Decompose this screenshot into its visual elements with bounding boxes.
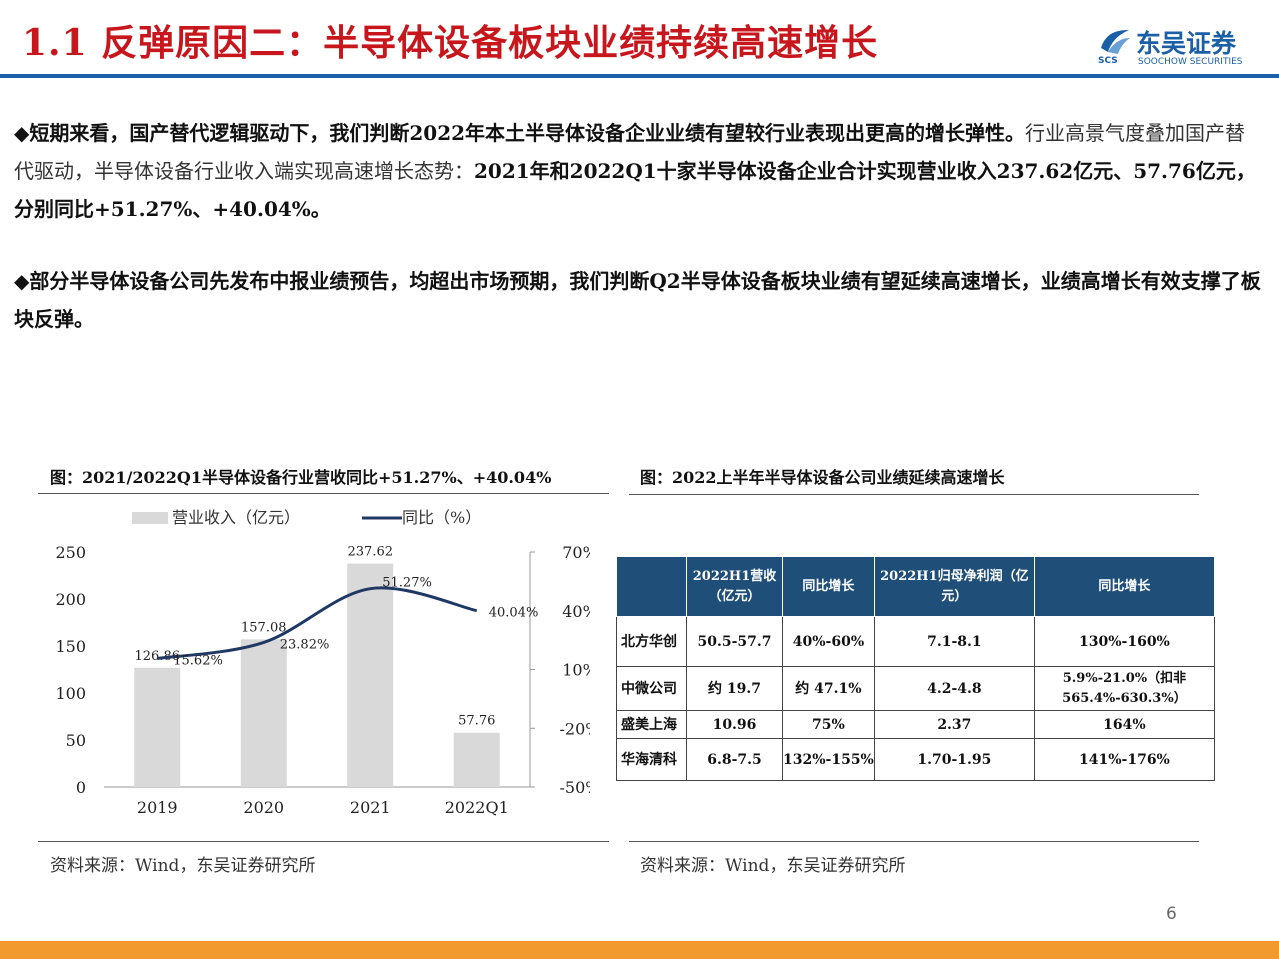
left-axis-tick-label: 250 — [55, 543, 86, 562]
legend-bar-label: 营业收入（亿元） — [172, 508, 300, 527]
paragraph-midyear-forecast: ◆部分半导体设备公司先发布中报业绩预告，均超出市场预期，我们判断Q2半导体设备板… — [14, 262, 1264, 338]
line-value-label: 40.04% — [489, 606, 539, 621]
x-axis-category-label: 2019 — [137, 798, 178, 817]
yoy-growth-line — [157, 586, 478, 660]
company-logo: 东吴证券 SCS SOOCHOW SECURITIES — [1098, 24, 1268, 70]
net-profit-cell: 2.37 — [873, 710, 1035, 739]
right-axis-tick-label: 10% — [562, 661, 590, 680]
line-value-label: 23.82% — [280, 637, 330, 652]
table-header-row: 2022H1营收（亿元） 同比增长 2022H1归母净利润（亿元） 同比增长 — [616, 556, 1216, 617]
left-axis-tick-label: 0 — [76, 778, 86, 797]
bar-value-label: 157.08 — [241, 620, 287, 635]
page-title: 1.1 反弹原因二：半导体设备板块业绩持续高速增长 — [22, 22, 879, 64]
revenue-growth-cell: 75% — [782, 710, 875, 739]
left-axis-tick-label: 200 — [55, 590, 86, 609]
left-figure-top-rule — [38, 493, 609, 494]
bar-2019 — [134, 667, 181, 787]
paragraph-short-term: ◆短期来看，国产替代逻辑驱动下，我们判断2022年本土半导体设备企业业绩有望较行… — [14, 114, 1264, 228]
net-profit-cell: 7.1-8.1 — [873, 616, 1035, 667]
x-axis-category-label: 2021 — [350, 798, 391, 817]
revenue-cell: 10.96 — [686, 710, 783, 739]
right-figure-title: 图：2022上半年半导体设备公司业绩延续高速增长 — [640, 468, 1005, 487]
company-name: 北方华创 — [616, 616, 687, 667]
left-axis-tick-label: 50 — [66, 731, 86, 750]
company-performance-table: 2022H1营收（亿元） 同比增长 2022H1归母净利润（亿元） 同比增长 北… — [616, 556, 1216, 781]
profit-growth-cell: 130%-160% — [1033, 616, 1216, 667]
right-figure-bottom-rule — [629, 841, 1199, 842]
legend-bar-swatch — [132, 512, 168, 524]
revenue-cell: 约 19.7 — [686, 666, 783, 711]
table-row: 盛美上海 10.96 75% 2.37 164% — [616, 710, 1216, 739]
left-figure-title: 图：2021/2022Q1半导体设备行业营收同比+51.27%、+40.04% — [50, 468, 552, 487]
legend-line-label: 同比（%） — [402, 508, 481, 527]
bar-2020 — [240, 639, 287, 787]
footer-bar — [0, 941, 1279, 959]
table-row: 华海清科 6.8-7.5 132%-155% 1.70-1.95 141%-17… — [616, 738, 1216, 781]
line-value-label: 51.27% — [382, 576, 432, 591]
right-axis-tick-label: -50% — [560, 778, 590, 797]
revenue-yoy-combo-chart: 营业收入（亿元） 同比（%） 0 50 100 150 200 250 -50% -20% 10… — [55, 508, 590, 817]
bar-2022Q1 — [453, 732, 500, 787]
company-name: 盛美上海 — [616, 710, 687, 739]
revenue-growth-cell: 132%-155% — [782, 738, 875, 781]
paragraph-2-text: ◆部分半导体设备公司先发布中报业绩预告，均超出市场预期，我们判断Q2半导体设备板… — [14, 269, 1261, 331]
bar-value-label: 57.76 — [458, 714, 495, 729]
bar-value-label: 126.86 — [135, 649, 181, 664]
table-header-profit-growth: 同比增长 — [1033, 556, 1216, 617]
revenue-cell: 6.8-7.5 — [686, 738, 783, 781]
bar-value-label: 237.62 — [348, 545, 394, 560]
revenue-cell: 50.5-57.7 — [686, 616, 783, 667]
table-header-company — [616, 556, 687, 617]
right-axis-tick-label: -20% — [560, 719, 590, 738]
x-axis-category-label: 2022Q1 — [445, 798, 509, 817]
page-number: 6 — [1166, 904, 1177, 924]
chart-marks: 050100150200250-50%-20%10%40%70%126.8615… — [55, 543, 590, 817]
right-axis-tick-label: 40% — [562, 602, 590, 621]
right-axis-tick-label: 70% — [562, 543, 590, 562]
x-axis-category-label: 2020 — [243, 798, 284, 817]
left-axis-tick-label: 100 — [55, 684, 86, 703]
paragraph-1-body: 行业高景气度叠加国产替代驱动，半导体设备行业收入端实现高速增长态势： — [14, 121, 1246, 183]
logo-chinese-name: 东吴证券 — [1136, 29, 1237, 58]
table-row: 中微公司 约 19.7 约 47.1% 4.2-4.8 5.9%-21.0%（扣… — [616, 666, 1216, 711]
net-profit-cell: 1.70-1.95 — [873, 738, 1035, 781]
paragraph-1-highlight: 2021年和2022Q1十家半导体设备企业合计实现营业收入237.62亿元、57… — [14, 159, 1256, 221]
paragraph-1-lead: ◆短期来看，国产替代逻辑驱动下，我们判断2022年本土半导体设备企业业绩有望较行… — [14, 121, 1026, 145]
table-header-net-profit: 2022H1归母净利润（亿元） — [873, 556, 1035, 617]
bar-2021 — [347, 563, 394, 787]
title-divider — [0, 74, 1279, 78]
table-header-revenue: 2022H1营收（亿元） — [686, 556, 783, 617]
left-axis-tick-label: 150 — [55, 637, 86, 656]
revenue-growth-cell: 40%-60% — [782, 616, 875, 667]
logo-english-name: SOOCHOW SECURITIES — [1138, 57, 1243, 67]
table-row: 北方华创 50.5-57.7 40%-60% 7.1-8.1 130%-160% — [616, 616, 1216, 667]
table-header-revenue-growth: 同比增长 — [782, 556, 875, 617]
right-figure-top-rule — [629, 494, 1199, 495]
logo-abbreviation: SCS — [1098, 56, 1118, 66]
revenue-growth-cell: 约 47.1% — [782, 666, 875, 711]
net-profit-cell: 4.2-4.8 — [873, 666, 1035, 711]
company-name: 中微公司 — [616, 666, 687, 711]
left-figure-bottom-rule — [38, 841, 609, 842]
right-figure-source: 资料来源：Wind，东吴证券研究所 — [640, 856, 906, 876]
company-name: 华海清科 — [616, 738, 687, 781]
profit-growth-cell: 141%-176% — [1033, 738, 1216, 781]
profit-growth-cell: 5.9%-21.0%（扣非565.4%-630.3%） — [1033, 666, 1216, 711]
left-figure-source: 资料来源：Wind，东吴证券研究所 — [50, 856, 316, 876]
profit-growth-cell: 164% — [1033, 710, 1216, 739]
logo-mark-icon — [1101, 30, 1130, 54]
line-value-label: 15.62% — [173, 653, 223, 668]
